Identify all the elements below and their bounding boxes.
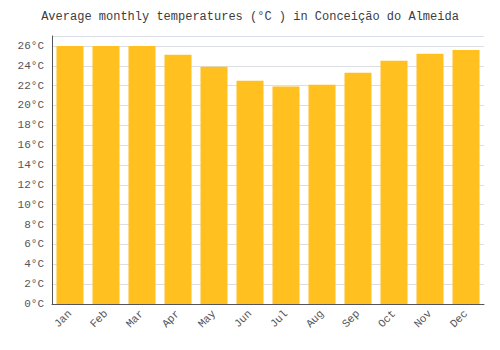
svg-text:Jan: Jan [52,308,74,330]
svg-text:6°C: 6°C [24,238,44,250]
svg-text:Jun: Jun [232,308,254,330]
svg-text:Aug: Aug [304,308,326,330]
svg-text:May: May [196,307,219,330]
svg-text:18°C: 18°C [18,119,45,131]
svg-text:16°C: 16°C [18,139,45,151]
svg-text:Jul: Jul [268,308,290,330]
svg-text:2°C: 2°C [24,278,44,290]
svg-text:20°C: 20°C [18,99,45,111]
svg-text:Dec: Dec [448,308,470,330]
svg-text:Oct: Oct [376,308,398,330]
svg-text:Average monthly temperatures (: Average monthly temperatures (°C ) in Co… [41,10,459,24]
svg-text:8°C: 8°C [24,219,44,231]
svg-text:14°C: 14°C [18,159,45,171]
svg-text:Sep: Sep [340,308,362,330]
svg-text:24°C: 24°C [18,60,45,72]
svg-text:Apr: Apr [160,308,182,330]
svg-text:26°C: 26°C [18,40,45,52]
svg-text:22°C: 22°C [18,80,45,92]
svg-text:12°C: 12°C [18,179,45,191]
svg-text:Nov: Nov [412,307,435,330]
svg-text:10°C: 10°C [18,199,45,211]
svg-text:Mar: Mar [124,308,146,330]
svg-text:4°C: 4°C [24,258,44,270]
svg-text:Feb: Feb [88,308,110,330]
svg-text:0°C: 0°C [24,298,44,310]
